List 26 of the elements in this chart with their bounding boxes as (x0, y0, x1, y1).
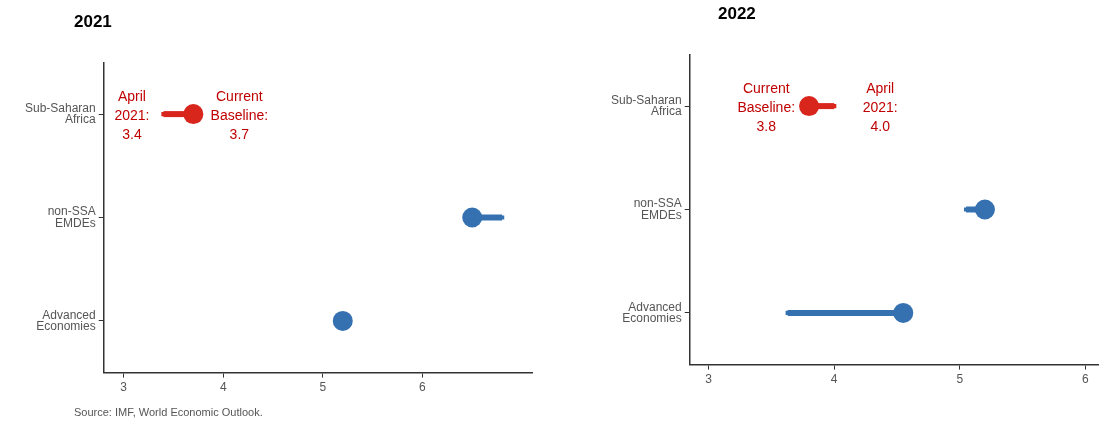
annotation: Current Baseline: 3.7 (210, 87, 269, 142)
x-tick-label: 4 (830, 372, 838, 387)
annotation: April 2021: 4.0 (862, 79, 898, 134)
y-tick-label: Sub-Saharan Africa (611, 92, 683, 119)
point (799, 96, 820, 117)
chart-title: 2021 (73, 12, 113, 33)
point (974, 199, 995, 220)
x-tick-label: 5 (319, 380, 327, 395)
annotation: Current Baseline: 3.8 (737, 79, 796, 134)
x-tick-label: 3 (120, 380, 128, 395)
annotation: April 2021: 3.4 (114, 87, 150, 142)
y-tick-label: non-SSA EMDEs (633, 196, 682, 222)
x-tick-label: 5 (956, 372, 964, 387)
point (462, 207, 483, 228)
source-note: Source: IMF, World Economic Outlook. (73, 406, 264, 418)
x-tick-label: 6 (419, 380, 427, 395)
point (332, 310, 353, 331)
chart-title: 2022 (717, 4, 757, 25)
y-tick-label: Advanced Economies (622, 299, 682, 325)
x-tick-label: 3 (705, 372, 713, 387)
point (893, 302, 914, 323)
y-tick-label: Advanced Economies (36, 307, 96, 333)
x-tick-label: 4 (219, 380, 227, 395)
y-tick-label: Sub-Saharan Africa (25, 100, 97, 127)
y-tick-label: non-SSA EMDEs (47, 204, 96, 230)
x-tick-label: 6 (1082, 372, 1090, 387)
